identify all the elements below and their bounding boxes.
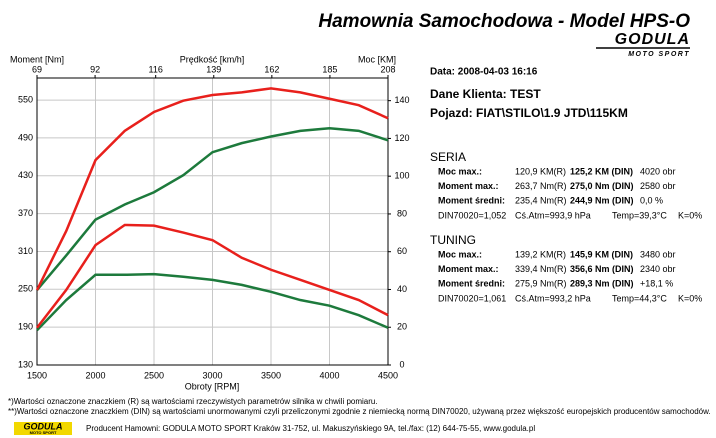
x2-tick-label: 92 — [90, 64, 100, 74]
stat-cell: Moment średni: — [438, 195, 505, 205]
y-tick-label: 310 — [18, 246, 33, 256]
stat-cell: 120,9 KM(R) — [515, 166, 566, 176]
x-tick-label: 4500 — [378, 370, 398, 380]
stat-cell: 289,3 Nm (DIN) — [570, 278, 634, 288]
stat-cell: 0,0 % — [640, 195, 663, 205]
y2-tick-label: 100 — [394, 171, 409, 181]
x-tick-label: 4000 — [319, 370, 339, 380]
section-title: TUNING — [430, 233, 476, 247]
stat-cell: 356,6 Nm (DIN) — [570, 264, 634, 274]
series-line — [36, 272, 389, 332]
producer: Producent Hamowni: GODULA MOTO SPORT Kra… — [86, 424, 535, 433]
stat-cell: 4020 obr — [640, 166, 676, 176]
stat-cell: 275,9 Nm(R) — [515, 278, 567, 288]
logo: GODULA — [615, 31, 690, 48]
stat-cell: Moment max.: — [438, 181, 499, 191]
condition: K=0% — [678, 210, 702, 220]
x-tick-label: 1500 — [27, 370, 47, 380]
y-tick-label: 430 — [18, 170, 33, 180]
x2-axis-label: Prędkość [km/h] — [180, 54, 245, 64]
series-line — [36, 126, 389, 291]
stat-cell: 2580 obr — [640, 181, 676, 191]
footnote: **)Wartości oznaczone znaczkiem (DIN) są… — [8, 407, 711, 416]
y2-tick-label: 40 — [397, 284, 407, 294]
y2-tick-label: 20 — [397, 322, 407, 332]
series-line — [36, 223, 389, 329]
y-tick-label: 250 — [18, 284, 33, 294]
stat-cell: 244,9 Nm (DIN) — [570, 195, 634, 205]
x2-tick-label: 185 — [322, 64, 337, 74]
stat-cell: Moment średni: — [438, 278, 505, 288]
condition: Temp=44,3°C — [612, 293, 667, 303]
footer-logo: GODULA — [24, 421, 63, 431]
x2-tick-label: 208 — [380, 64, 395, 74]
y-tick-label: 130 — [18, 359, 33, 369]
stat-cell: 275,0 Nm (DIN) — [570, 181, 634, 191]
y-tick-label: 370 — [18, 208, 33, 218]
x-tick-label: 2500 — [144, 370, 164, 380]
x-tick-label: 3500 — [261, 370, 281, 380]
footnote: *)Wartości oznaczone znaczkiem (R) są wa… — [8, 397, 378, 406]
x-axis-label: Obroty [RPM] — [185, 381, 240, 391]
footer-logo-sub: MOTO SPORT — [30, 430, 57, 435]
stat-cell: Moc max.: — [438, 249, 482, 259]
date: Data: 2008-04-03 16:16 — [430, 67, 538, 78]
y2-tick-label: 0 — [399, 359, 404, 369]
page-title: Hamownia Samochodowa - Model HPS-O — [318, 11, 690, 32]
stat-cell: 263,7 Nm(R) — [515, 181, 567, 191]
x2-tick-label: 69 — [32, 64, 42, 74]
y-tick-label: 190 — [18, 322, 33, 332]
series-line — [35, 87, 389, 291]
stat-cell: +18,1 % — [640, 278, 673, 288]
y2-tick-label: 120 — [394, 133, 409, 143]
stat-cell: Moment max.: — [438, 264, 499, 274]
condition: DIN70020=1,052 — [438, 210, 506, 220]
footer-logo-box — [14, 422, 72, 435]
logo-sub: MOTO SPORT — [628, 51, 690, 58]
stat-cell: 139,2 KM(R) — [515, 249, 566, 259]
stat-cell: 339,4 Nm(R) — [515, 264, 567, 274]
y-tick-label: 490 — [18, 132, 33, 142]
y-tick-label: 550 — [18, 94, 33, 104]
condition: DIN70020=1,061 — [438, 293, 506, 303]
stat-cell: 3480 obr — [640, 249, 676, 259]
condition: Cś.Atm=993,2 hPa — [515, 293, 591, 303]
condition: K=0% — [678, 293, 702, 303]
x2-tick-label: 116 — [149, 64, 163, 74]
stat-cell: Moc max.: — [438, 166, 482, 176]
y2-tick-label: 80 — [397, 208, 407, 218]
stat-cell: 2340 obr — [640, 264, 676, 274]
x-tick-label: 2000 — [85, 370, 105, 380]
y2-tick-label: 60 — [397, 246, 407, 256]
x2-tick-label: 162 — [264, 64, 279, 74]
condition: Cś.Atm=993,9 hPa — [515, 210, 591, 220]
y2-tick-label: 140 — [394, 95, 409, 105]
x-tick-label: 3000 — [202, 370, 222, 380]
section-title: SERIA — [430, 150, 466, 164]
plot-frame — [36, 77, 389, 366]
y2-axis-label: Moc [KM] — [358, 54, 396, 64]
y-axis-label: Moment [Nm] — [10, 54, 64, 64]
stat-cell: 145,9 KM (DIN) — [570, 249, 633, 259]
stat-cell: 235,4 Nm(R) — [515, 195, 567, 205]
condition: Temp=39,3°C — [612, 210, 667, 220]
client: Dane Klienta: TEST — [430, 87, 541, 101]
stat-cell: 125,2 KM (DIN) — [570, 166, 633, 176]
x2-tick-label: 139 — [206, 64, 221, 74]
vehicle: Pojazd: FIAT\STILO\1.9 JTD\115KM — [430, 106, 628, 120]
